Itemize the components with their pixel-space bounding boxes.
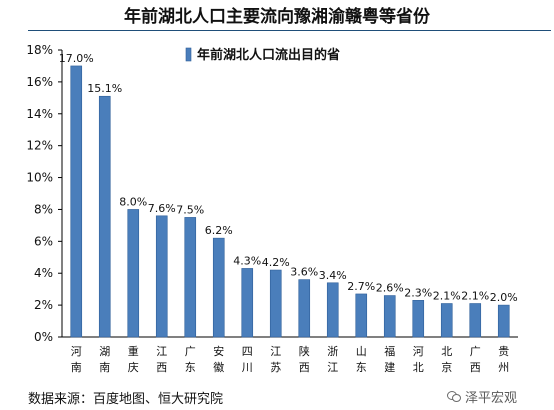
data-label: 7.6% <box>148 202 176 215</box>
bar-湖南 <box>98 95 111 338</box>
data-label: 6.2% <box>205 224 233 237</box>
bar-福建 <box>383 295 396 338</box>
chart-title: 年前湖北人口主要流向豫湘渝赣粤等省份 <box>124 7 430 27</box>
data-label: 3.4% <box>319 269 347 282</box>
data-label: 2.3% <box>404 286 432 299</box>
y-tick-label: 2% <box>34 298 53 312</box>
y-tick-label: 16% <box>26 75 53 89</box>
x-tick-label: 北京 <box>441 345 452 374</box>
y-tick-label: 8% <box>34 202 53 216</box>
x-tick-label: 福建 <box>384 344 395 374</box>
x-tick-label: 陕西 <box>299 344 310 374</box>
x-tick-label: 安徽 <box>213 344 224 374</box>
bar-四川 <box>241 268 254 338</box>
bar-贵州 <box>497 304 510 338</box>
bar-陕西 <box>298 279 311 338</box>
x-tick-label: 广东 <box>185 345 196 374</box>
x-tick-label: 贵州 <box>498 345 509 374</box>
data-label: 2.0% <box>490 291 518 304</box>
data-label: 2.1% <box>461 290 489 303</box>
legend: 年前湖北人口流出目的省 <box>185 47 340 63</box>
x-tick-label: 广西 <box>470 345 481 374</box>
bar-广西 <box>469 303 482 338</box>
watermark: 泽平宏观 <box>447 387 517 406</box>
data-label: 8.0% <box>119 195 147 208</box>
data-label: 17.0% <box>59 52 94 65</box>
x-tick-label: 浙江 <box>327 345 338 374</box>
data-labels: 17.0% 15.1% 8.0% 7.6% 7.5%6.2% 4.3% 4.2%3.6% 3.… <box>59 52 518 304</box>
y-tick-label: 0% <box>34 330 53 344</box>
y-tick-label: 12% <box>26 139 53 153</box>
x-tick-label: 四川 <box>242 345 253 374</box>
bar-重庆 <box>127 209 140 338</box>
data-label: 7.5% <box>176 203 204 216</box>
data-label: 15.1% <box>87 82 122 95</box>
x-tick-label: 江苏 <box>270 345 281 374</box>
y-tick-label: 4% <box>34 266 53 280</box>
x-tick-label: 湖南 <box>99 345 110 374</box>
legend-label: 年前湖北人口流出目的省 <box>197 47 340 63</box>
y-tick-label: 10% <box>26 171 53 185</box>
data-label: 4.2% <box>262 256 290 269</box>
data-label: 4.3% <box>233 254 261 267</box>
bar-河南 <box>70 65 83 338</box>
data-label: 2.1% <box>433 290 461 303</box>
bar-浙江 <box>326 282 339 338</box>
bar-江苏 <box>269 269 282 338</box>
bars <box>70 65 510 338</box>
y-tick-label: 14% <box>26 107 53 121</box>
x-tick-label: 河南 <box>71 345 82 374</box>
bar-广东 <box>184 217 197 338</box>
y-tick-label: 6% <box>34 234 53 248</box>
x-tick-label: 重庆 <box>128 344 139 374</box>
x-tick-label: 山东 <box>356 345 367 374</box>
data-label: 2.7% <box>347 280 375 293</box>
bar-北京 <box>440 303 453 338</box>
bar-山东 <box>355 293 368 338</box>
title-underline <box>28 30 551 31</box>
x-tick-label: 河北 <box>413 345 424 374</box>
x-tick-label: 江西 <box>156 345 167 374</box>
data-source-note: 数据来源：百度地图、恒大研究院 <box>28 392 224 407</box>
watermark-text: 泽平宏观 <box>465 391 518 406</box>
legend-swatch <box>185 47 192 62</box>
y-tick-labels: 0% 2% 4% 6% 8% 10% 12% 14% 16% 18% <box>26 43 53 344</box>
wechat-icon <box>447 391 461 402</box>
bar-江西 <box>155 215 168 338</box>
y-tick-label: 18% <box>26 43 53 57</box>
bar-安徽 <box>212 237 225 338</box>
data-label: 2.6% <box>376 282 404 295</box>
data-label: 3.6% <box>290 266 318 279</box>
bar-河北 <box>412 300 425 338</box>
